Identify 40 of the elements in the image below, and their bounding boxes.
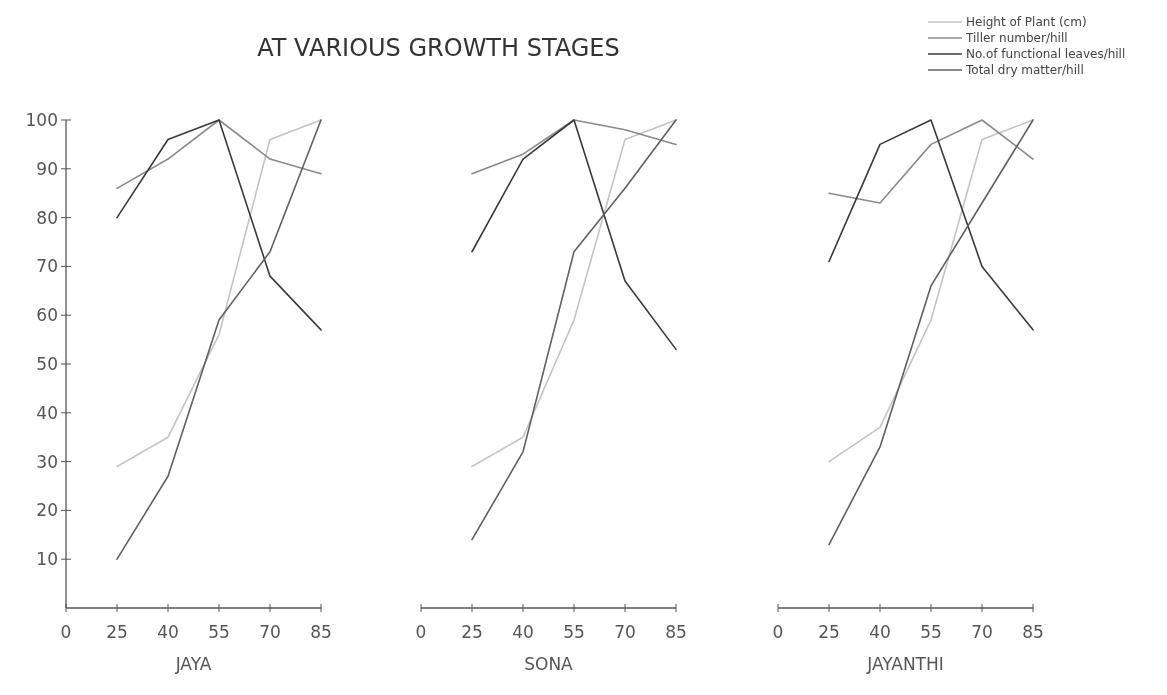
x-tick-label: 0: [415, 622, 427, 642]
x-tick-label: 55: [563, 622, 585, 642]
x-tick-label: 55: [920, 622, 942, 642]
y-tick-label: 40: [36, 402, 58, 423]
legend-label: Tiller number/hill: [965, 31, 1068, 46]
y-tick-label: 50: [36, 353, 58, 374]
x-tick-label: 85: [310, 622, 332, 642]
chart-title: AT VARIOUS GROWTH STAGES: [257, 34, 620, 62]
y-tick-label: 70: [36, 256, 58, 277]
y-tick-label: 60: [36, 305, 58, 326]
legend-label: Height of Plant (cm): [966, 15, 1087, 30]
x-tick-label: 85: [665, 622, 687, 642]
x-tick-label: 55: [208, 622, 230, 642]
x-tick-label: 70: [259, 622, 281, 642]
x-tick-label: 40: [512, 622, 534, 642]
legend-label: No.of functional leaves/hill: [966, 47, 1126, 62]
y-tick-label: 10: [36, 549, 58, 570]
line-series: [116, 119, 322, 331]
legend-label: Total dry matter/hill: [965, 63, 1084, 78]
x-tick-label: 25: [818, 622, 840, 642]
x-tick-label: 40: [869, 622, 891, 642]
y-tick-label: 90: [36, 158, 58, 179]
y-tick-label: 100: [25, 109, 58, 130]
y-tick-label: 30: [36, 451, 58, 472]
y-tick-label: 80: [36, 207, 58, 228]
x-tick-label: 0: [772, 622, 784, 642]
x-tick-label: 25: [106, 622, 128, 642]
x-tick-label: 85: [1022, 622, 1044, 642]
x-tick-label: 40: [157, 622, 179, 642]
x-axis-title: JAYA: [174, 654, 212, 674]
x-tick-label: 25: [461, 622, 483, 642]
x-tick-label: 70: [614, 622, 636, 642]
x-tick-label: 70: [971, 622, 993, 642]
y-tick-label: 20: [36, 500, 58, 521]
x-axis-title: JAYANTHI: [866, 654, 944, 674]
line-series: [116, 119, 322, 468]
x-axis-title: SONA: [524, 654, 574, 674]
x-tick-label: 0: [60, 622, 72, 642]
line-series: [116, 119, 322, 190]
line-series: [116, 119, 322, 560]
